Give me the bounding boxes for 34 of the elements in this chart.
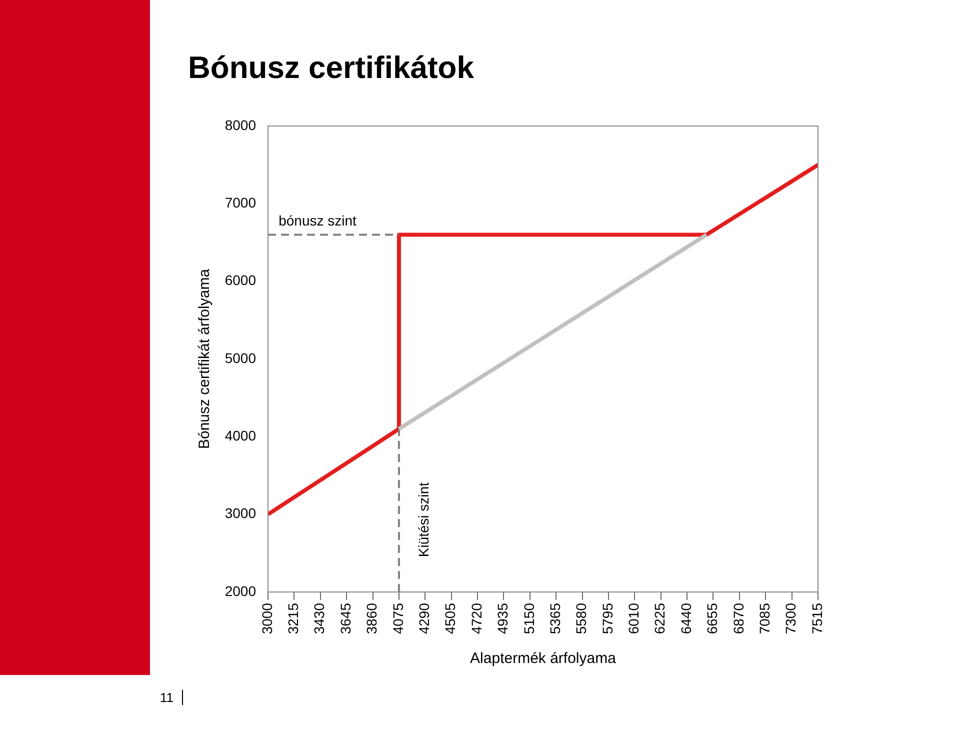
x-tick-label: 6225 bbox=[652, 602, 668, 634]
x-axis-title: Alaptermék árfolyama bbox=[470, 650, 617, 668]
x-tick-label: 4290 bbox=[416, 602, 432, 634]
x-tick-label: 5795 bbox=[599, 602, 616, 634]
x-tick-label: 5580 bbox=[573, 602, 590, 634]
x-tick-label: 7085 bbox=[756, 602, 772, 634]
text: 11 bbox=[160, 690, 182, 705]
y-tick-label: 5000 bbox=[224, 350, 256, 366]
annotation: Kiütési szint bbox=[416, 482, 432, 558]
chart-title: Bónusz certifikátok bbox=[188, 50, 474, 86]
y-tick-label: 8000 bbox=[224, 116, 256, 133]
x-tick-label: 4505 bbox=[442, 602, 458, 634]
y-axis-title: Bónusz certifikát árfolyama bbox=[196, 268, 214, 450]
x-tick-label: 7515 bbox=[808, 602, 825, 634]
x-tick-label: 6440 bbox=[678, 602, 694, 634]
annotation: bónusz szint bbox=[278, 212, 357, 228]
y-tick-label: 6000 bbox=[224, 272, 256, 288]
y-tick-label: 4000 bbox=[224, 428, 256, 444]
y-tick-label: 3000 bbox=[224, 505, 256, 522]
x-tick-label: 3645 bbox=[337, 602, 354, 634]
x-tick-label: 6010 bbox=[626, 602, 642, 634]
y-tick-label: 7000 bbox=[224, 194, 256, 211]
x-tick-label: 4720 bbox=[468, 602, 484, 634]
x-tick-label: 3860 bbox=[364, 602, 380, 634]
x-tick-label: 5150 bbox=[520, 602, 537, 634]
x-tick-label: 3430 bbox=[311, 602, 328, 634]
x-tick-label: 6870 bbox=[730, 602, 746, 634]
x-tick-label: 3215 bbox=[285, 602, 302, 634]
y-tick-label: 2000 bbox=[224, 582, 256, 599]
x-tick-label: 6655 bbox=[704, 602, 720, 634]
x-tick-label: 7300 bbox=[782, 602, 799, 634]
x-tick-label: 4075 bbox=[390, 602, 406, 634]
x-tick-label: 5365 bbox=[546, 602, 563, 634]
x-tick-label: 4935 bbox=[494, 602, 511, 634]
